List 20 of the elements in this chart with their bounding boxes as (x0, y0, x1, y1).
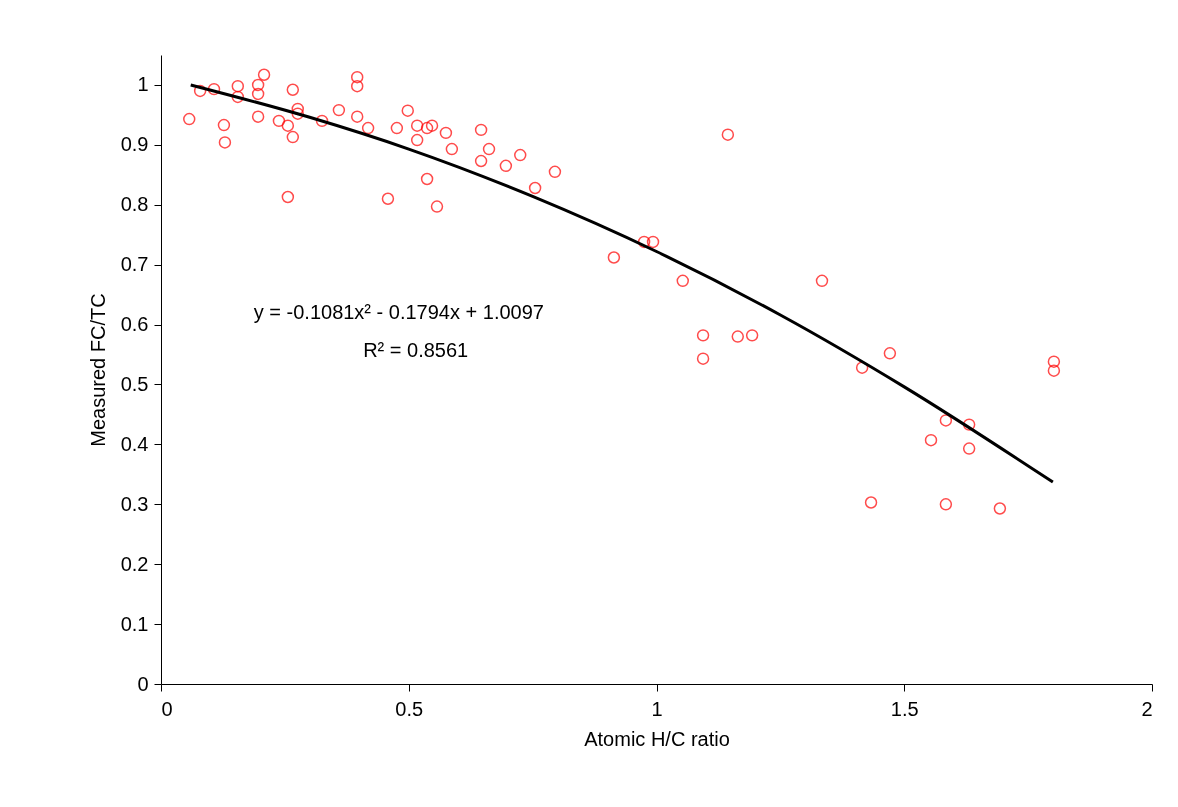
y-tick-label: 0.2 (120, 552, 149, 575)
annotation: y = -0.1081x² - 0.1794x + 1.0097 (253, 300, 544, 323)
y-tick-label: 0.7 (120, 253, 149, 276)
y-tick-label: 0.6 (120, 313, 149, 336)
y-tick-label: 0.3 (120, 492, 149, 515)
x-tick-label: 0 (161, 697, 173, 720)
x-tick-label: 1 (651, 697, 663, 720)
y-tick-label: 0.9 (120, 133, 149, 156)
y-tick-label: 0.8 (120, 193, 149, 216)
y-axis-title: Measured FC/TC (86, 293, 109, 447)
x-axis-title: Atomic H/C ratio (584, 727, 730, 750)
y-tick-label: 0.4 (120, 432, 149, 455)
y-tick-label: 0 (137, 672, 149, 695)
y-tick-label: 0.1 (120, 612, 149, 635)
x-tick-label: 2 (1141, 697, 1153, 720)
y-tick-label: 0.5 (120, 372, 149, 395)
annotation: R² = 0.8561 (363, 338, 469, 361)
y-tick-label: 1 (137, 73, 149, 96)
x-tick-label: 1.5 (890, 697, 919, 720)
x-tick-label: 0.5 (395, 697, 424, 720)
